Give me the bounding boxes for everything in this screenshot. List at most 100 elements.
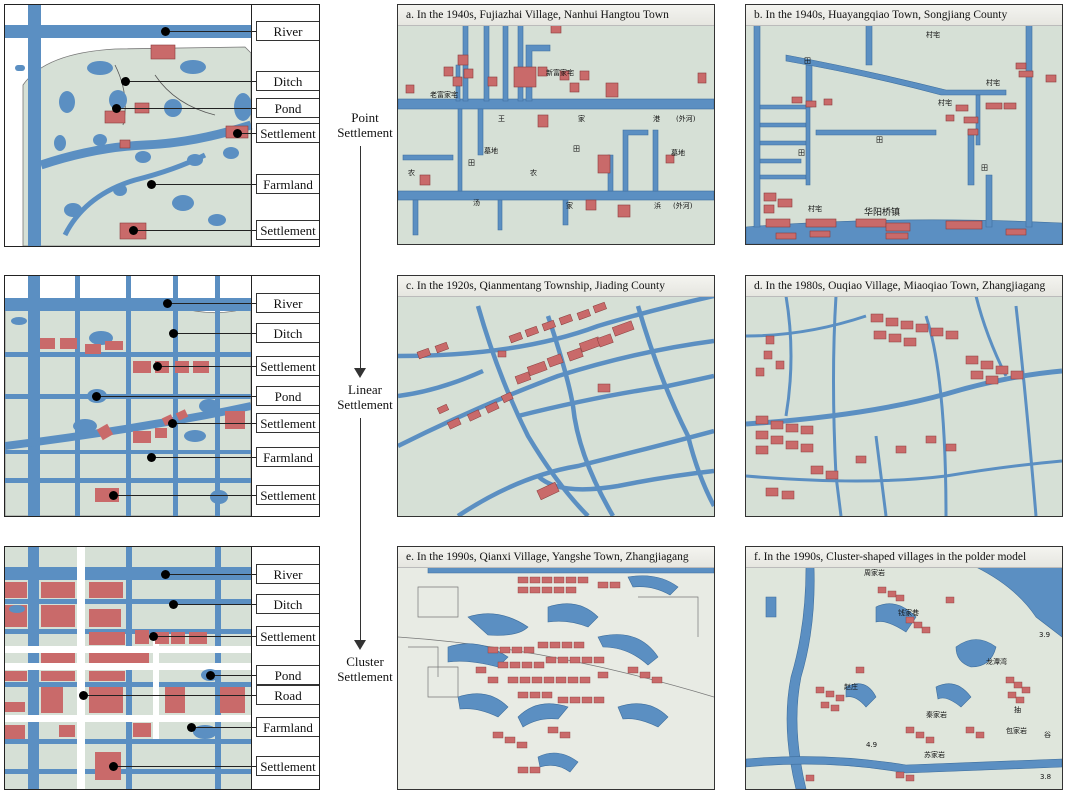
marker-river <box>161 27 170 36</box>
map-a-label: (外河) <box>676 114 696 123</box>
label-road: Road <box>256 685 319 705</box>
map-b-label: 村宅 <box>938 98 952 107</box>
schematic-cluster-map <box>5 547 251 789</box>
map-f-label: 苏家岩 <box>924 750 945 759</box>
leader-road <box>83 695 256 696</box>
map-panel-e: e. In the 1990s, Qianxi Village, Yangshe… <box>397 546 715 790</box>
caption-a: a. In the 1940s, Fujiazhai Village, Nanh… <box>398 5 714 26</box>
map-f-label: 周家岩 <box>864 568 885 577</box>
map-b-graphic: 村宅 村宅 村宅 村宅 田 田 田 田 华阳桥镇 <box>746 24 1062 244</box>
marker-settlement-2 <box>129 226 138 235</box>
map-a-label: 老富家宅 <box>430 90 458 99</box>
map-c-graphic <box>398 293 714 516</box>
marker-river <box>161 570 170 579</box>
label-ditch: Ditch <box>256 594 319 614</box>
label-river: River <box>256 21 319 41</box>
leader-pond <box>96 396 256 397</box>
schematic-divider <box>251 5 252 246</box>
map-b-label: 村宅 <box>808 204 822 213</box>
map-b-label: 田 <box>798 149 805 157</box>
label-settlement: Settlement <box>256 356 319 376</box>
map-a-graphic: 老富家宅 新富家宅 王 家 港 (外河) 墓地 墓地 田 田 农 农 汤 家 浜… <box>398 22 714 236</box>
type-cluster-settlement: Cluster Settlement <box>337 654 393 684</box>
schematic-point-map <box>5 5 253 246</box>
map-a-label: 王 <box>498 115 505 123</box>
label-farmland: Farmland <box>256 447 319 467</box>
marker-settlement-3 <box>109 491 118 500</box>
arrow-linear-to-cluster <box>360 418 361 640</box>
marker-river <box>163 299 172 308</box>
label-ditch: Ditch <box>256 323 319 343</box>
arrowhead-linear <box>354 368 366 378</box>
label-settlement-2: Settlement <box>256 756 319 776</box>
map-f-label: 3.9 <box>1039 631 1050 639</box>
map-b-label: 村宅 <box>986 78 1000 87</box>
map-panel-f: f. In the 1990s, Cluster-shaped villages… <box>745 546 1063 790</box>
leader-ditch <box>125 81 256 82</box>
leader-farmland <box>151 184 256 185</box>
label-pond: Pond <box>256 665 319 685</box>
map-a-label: 浜 <box>654 201 661 210</box>
map-a-label: 家 <box>578 114 585 123</box>
map-f-label: 钱家巷 <box>898 608 919 617</box>
map-a-label: 田 <box>468 159 475 167</box>
schematic-cluster: River Ditch Settlement Pond Road Farmlan… <box>4 546 320 790</box>
caption-c: c. In the 1920s, Qianmentang Township, J… <box>398 276 714 297</box>
leader-settlement <box>153 636 256 637</box>
leader-ditch <box>173 604 256 605</box>
leader-settlement-3 <box>113 495 256 496</box>
arrow-point-to-linear <box>360 146 361 370</box>
schematic-linear: River Ditch Settlement Pond Settlement F… <box>4 275 320 517</box>
leader-settlement-2 <box>113 766 256 767</box>
map-a-label: 汤 <box>473 198 480 207</box>
map-panel-b: b. In the 1940s, Huayangqiao Town, Songj… <box>745 4 1063 245</box>
map-panel-a: a. In the 1940s, Fujiazhai Village, Nanh… <box>397 4 715 245</box>
leader-farmland <box>191 727 256 728</box>
map-panel-c: c. In the 1920s, Qianmentang Township, J… <box>397 275 715 517</box>
caption-d: d. In the 1980s, Ouqiao Village, Miaoqia… <box>746 276 1062 297</box>
label-pond: Pond <box>256 98 319 118</box>
leader-pond <box>210 675 256 676</box>
label-farmland: Farmland <box>256 717 319 737</box>
marker-settlement <box>149 632 158 641</box>
schematic-point: River Ditch Pond Settlement Farmland Set… <box>4 4 320 247</box>
arrowhead-cluster <box>354 640 366 650</box>
map-b-label: 田 <box>876 136 883 144</box>
map-e-graphic <box>398 566 714 774</box>
map-a-label: 家 <box>566 201 573 210</box>
label-pond: Pond <box>256 386 319 406</box>
label-settlement-2: Settlement <box>256 220 319 240</box>
map-d-graphic <box>746 295 1062 516</box>
map-b-label: 田 <box>804 57 811 65</box>
label-settlement: Settlement <box>256 123 319 143</box>
map-f-label: 包家岩 <box>1006 726 1027 735</box>
caption-f: f. In the 1990s, Cluster-shaped villages… <box>746 547 1062 568</box>
leader-river <box>167 303 256 304</box>
marker-settlement-2 <box>168 419 177 428</box>
caption-e: e. In the 1990s, Qianxi Village, Yangshe… <box>398 547 714 568</box>
marker-ditch <box>121 77 130 86</box>
map-b-label: 华阳桥镇 <box>864 206 900 218</box>
marker-farmland <box>187 723 196 732</box>
map-f-label: 抽 <box>1014 705 1021 714</box>
map-a-label: 墓地 <box>484 146 498 155</box>
map-f-label: 4.9 <box>866 741 877 749</box>
leader-pond <box>116 108 256 109</box>
label-settlement: Settlement <box>256 626 319 646</box>
map-a-label: 农 <box>530 168 537 177</box>
schematic-divider <box>251 547 252 789</box>
marker-settlement <box>153 362 162 371</box>
leader-settlement-2 <box>133 230 256 231</box>
map-f-graphic: 周家岩 钱家巷 龙潭湾 赵庄 秦家岩 包家岩 苏家岩 抽 谷 3.9 4.9 3… <box>746 566 1062 789</box>
map-a-label: 港 <box>653 114 660 123</box>
map-a-label: 田 <box>573 145 580 153</box>
marker-road <box>79 691 88 700</box>
label-farmland: Farmland <box>256 174 319 194</box>
marker-farmland <box>147 453 156 462</box>
marker-ditch <box>169 600 178 609</box>
marker-pond <box>206 671 215 680</box>
map-f-label: 龙潭湾 <box>986 657 1007 666</box>
marker-settlement-2 <box>109 762 118 771</box>
leader-ditch <box>173 333 256 334</box>
label-ditch: Ditch <box>256 71 319 91</box>
